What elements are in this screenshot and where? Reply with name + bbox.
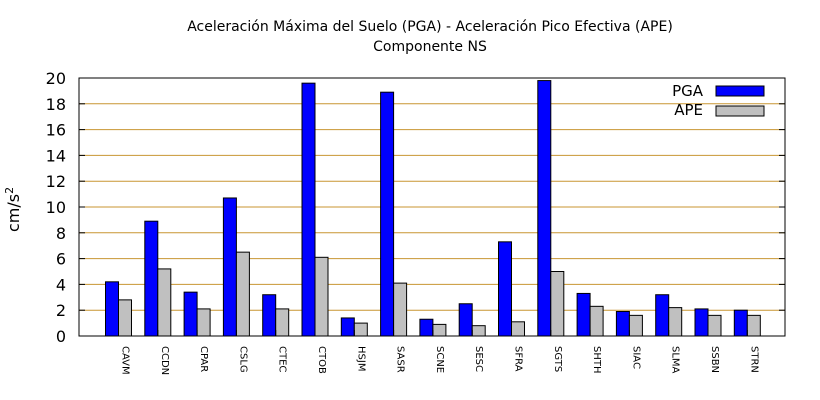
x-category-label: CPAR: [198, 346, 209, 372]
y-axis-label: cm/s2: [3, 187, 23, 232]
bar-pga-ctob: [301, 82, 316, 337]
bar-pga-sfra: [498, 241, 512, 337]
x-category-label: SASR: [395, 346, 406, 373]
bar-ape-cpar: [196, 308, 211, 337]
bar-pga-sgts: [537, 80, 552, 337]
gridlines: [79, 103, 785, 311]
bar-ape-hsjm: [353, 322, 368, 337]
bar-ape-siac: [628, 314, 643, 337]
chart-subtitle: Componente NS: [373, 39, 487, 55]
bar-ape-ctec: [275, 308, 290, 337]
bar-pga-strn: [733, 309, 748, 337]
y-tick-label: 20: [46, 69, 66, 88]
y-tick-label: 14: [46, 146, 66, 165]
bar-ape-slma: [668, 307, 683, 337]
bar-pga-cslg: [222, 197, 237, 337]
bar-pga-ssbn: [694, 308, 709, 337]
x-category-label: CTOB: [316, 346, 327, 374]
x-category-label: SESC: [473, 346, 484, 372]
x-category-label: SGTS: [552, 346, 563, 372]
y-tick-label: 12: [46, 172, 66, 191]
bar-ape-ssbn: [707, 314, 722, 337]
bar-pga-scne: [419, 318, 434, 337]
bar-pga-cpar: [183, 291, 198, 337]
y-tick-label: 6: [56, 250, 66, 269]
y-tick-label: 4: [56, 275, 66, 294]
legend-label-pga: PGA: [672, 82, 704, 100]
bar-ape-ccdn: [157, 268, 172, 337]
bar-ape-sasr: [393, 282, 408, 337]
y-tick-label: 2: [56, 301, 66, 320]
x-category-label: SIAC: [630, 346, 641, 369]
bar-ape-scne: [432, 323, 447, 337]
x-category-label: CCDN: [159, 346, 170, 375]
bar-pga-sasr: [380, 91, 395, 337]
bar-pga-hsjm: [340, 317, 355, 337]
x-category-label: STRN: [748, 346, 759, 373]
bar-pga-siac: [615, 310, 630, 337]
bar-ape-cavm: [118, 299, 132, 337]
bar-ape-sesc: [471, 325, 486, 337]
y-axis-ticks: 0 2 4 6 8 10 12 14 16 18 20: [46, 69, 785, 346]
bar-ape-sfra: [511, 321, 525, 337]
y-tick-label: 10: [46, 198, 66, 217]
y-tick-label: 16: [46, 121, 66, 140]
y-tick-label: 18: [46, 95, 66, 114]
x-category-label: SSBN: [709, 346, 720, 373]
legend: PGA APE: [672, 82, 765, 119]
bar-pga-shth: [576, 292, 591, 337]
bar-ape-shth: [589, 305, 604, 337]
bar-ape-ctob: [314, 256, 329, 337]
bar-ape-cslg: [235, 251, 250, 337]
bar-pga-cavm: [105, 281, 119, 337]
plot-frame: [78, 77, 786, 337]
x-category-label: CAVM: [120, 346, 131, 375]
y-tick-label: 8: [56, 224, 66, 243]
x-category-label: SFRA: [513, 346, 524, 372]
x-axis-categories: CAVM CCDN CPAR CSLG CTEC CTOB HSJM SASR SCNE SESC…: [118, 330, 759, 375]
legend-label-ape: APE: [674, 101, 703, 119]
bar-pga-sesc: [458, 303, 473, 337]
bar-ape-sgts: [550, 271, 565, 337]
y-tick-label: 0: [56, 327, 66, 346]
bar-ape-strn: [746, 314, 761, 337]
x-category-label: SCNE: [434, 346, 445, 373]
x-category-label: SHTH: [591, 346, 602, 374]
x-category-label: HSJM: [355, 346, 366, 371]
bar-pga-slma: [655, 294, 670, 337]
x-category-label: SLMA: [670, 346, 681, 374]
bar-pga-ctec: [262, 294, 277, 337]
bars: [105, 80, 761, 337]
x-category-label: CSLG: [237, 346, 248, 373]
legend-swatch-ape: [715, 105, 765, 117]
legend-swatch-pga: [715, 85, 765, 97]
bar-pga-ccdn: [144, 220, 159, 337]
chart-title: Aceleración Máxima del Suelo (PGA) - Ace…: [187, 19, 673, 35]
x-category-label: CTEC: [277, 346, 288, 372]
